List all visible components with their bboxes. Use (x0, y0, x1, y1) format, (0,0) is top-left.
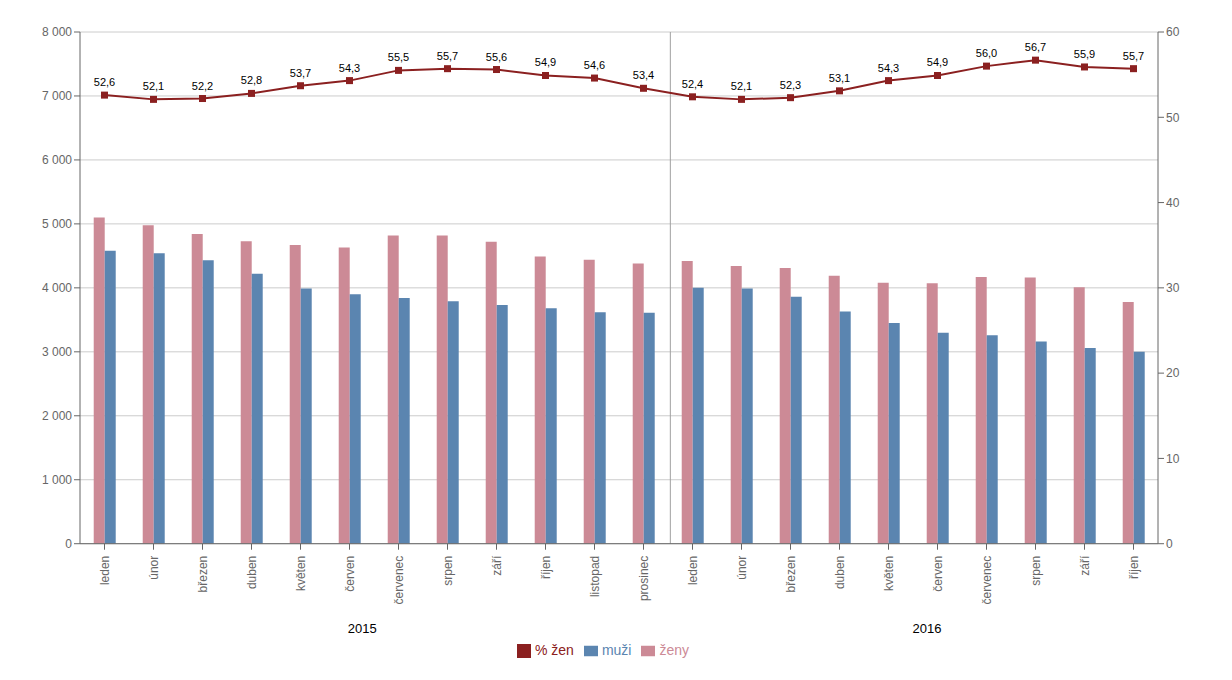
svg-text:8 000: 8 000 (42, 25, 72, 39)
svg-text:květen: květen (294, 556, 308, 591)
svg-text:1 000: 1 000 (42, 473, 72, 487)
svg-text:červenec: červenec (392, 556, 406, 605)
svg-text:říjen: říjen (1127, 556, 1141, 579)
svg-text:říjen: říjen (539, 556, 553, 579)
svg-text:4 000: 4 000 (42, 281, 72, 295)
svg-text:60: 60 (1166, 25, 1180, 39)
svg-text:55,6: 55,6 (486, 51, 507, 63)
svg-text:srpen: srpen (1029, 556, 1043, 586)
svg-text:2016: 2016 (913, 621, 942, 636)
svg-text:červen: červen (931, 556, 945, 592)
svg-text:55,7: 55,7 (1123, 50, 1144, 62)
svg-text:53,7: 53,7 (290, 67, 311, 79)
svg-text:54,9: 54,9 (927, 56, 948, 68)
svg-text:červenec: červenec (980, 556, 994, 605)
svg-text:0: 0 (65, 537, 72, 551)
svg-text:56,7: 56,7 (1025, 41, 1046, 53)
svg-text:53,4: 53,4 (633, 69, 654, 81)
svg-text:54,3: 54,3 (878, 62, 899, 74)
svg-text:duben: duben (833, 556, 847, 589)
svg-text:březen: březen (196, 556, 210, 593)
svg-text:40: 40 (1166, 196, 1180, 210)
svg-text:březen: březen (784, 556, 798, 593)
svg-text:2015: 2015 (348, 621, 377, 636)
svg-text:20: 20 (1166, 366, 1180, 380)
svg-text:červen: červen (343, 556, 357, 592)
svg-text:30: 30 (1166, 281, 1180, 295)
svg-text:0: 0 (1166, 537, 1173, 551)
svg-text:52,3: 52,3 (780, 79, 801, 91)
svg-text:září: září (490, 555, 504, 576)
svg-text:únor: únor (147, 556, 161, 580)
svg-text:52,1: 52,1 (143, 80, 164, 92)
svg-text:2 000: 2 000 (42, 409, 72, 423)
svg-text:duben: duben (245, 556, 259, 589)
svg-text:54,6: 54,6 (584, 59, 605, 71)
svg-text:52,2: 52,2 (192, 80, 213, 92)
svg-text:52,1: 52,1 (731, 80, 752, 92)
svg-text:3 000: 3 000 (42, 345, 72, 359)
svg-text:září: září (1078, 555, 1092, 576)
svg-text:5 000: 5 000 (42, 217, 72, 231)
svg-text:leden: leden (98, 556, 112, 585)
svg-text:srpen: srpen (441, 556, 455, 586)
svg-text:52,8: 52,8 (241, 74, 262, 86)
svg-text:listopad: listopad (588, 556, 602, 597)
svg-text:53,1: 53,1 (829, 72, 850, 84)
svg-text:6 000: 6 000 (42, 153, 72, 167)
html-text:ženy: ženy (659, 641, 689, 658)
svg-text:55,5: 55,5 (388, 51, 409, 63)
svg-text:prosinec: prosinec (637, 556, 651, 601)
svg-text:únor: únor (735, 556, 749, 580)
svg-text:52,4: 52,4 (682, 78, 703, 90)
svg-text:54,3: 54,3 (339, 62, 360, 74)
svg-text:květen: květen (882, 556, 896, 591)
svg-text:leden: leden (686, 556, 700, 585)
svg-text:54,9: 54,9 (535, 56, 556, 68)
svg-text:55,9: 55,9 (1074, 48, 1095, 60)
svg-text:52,6: 52,6 (94, 76, 115, 88)
svg-text:56,0: 56,0 (976, 47, 997, 59)
html-text:% žen: % žen (535, 641, 574, 658)
svg-text:7 000: 7 000 (42, 89, 72, 103)
html-text:muži: muži (601, 641, 632, 658)
svg-text:10: 10 (1166, 452, 1180, 466)
svg-text:50: 50 (1166, 111, 1180, 125)
svg-text:55,7: 55,7 (437, 50, 458, 62)
